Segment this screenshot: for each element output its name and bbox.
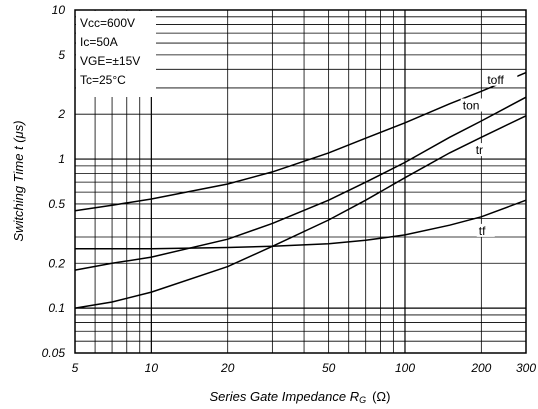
x-axis-title-unit: (Ω)	[372, 389, 390, 404]
x-tick-label: 20	[220, 361, 235, 375]
series-label-bg-tf	[476, 223, 495, 237]
y-tick-label: 0.1	[48, 301, 65, 315]
series-label-tf: tf	[479, 224, 486, 238]
y-tick-label: 2	[57, 107, 65, 121]
series-label-bg-tr	[473, 143, 492, 157]
series-label-bg-ton	[460, 98, 486, 112]
condition-line: Tc=25°C	[80, 73, 126, 87]
conditions-background	[76, 11, 156, 97]
y-tick-label: 10	[52, 3, 66, 17]
y-tick-label: 0.05	[42, 346, 66, 360]
plot-frame	[74, 9, 527, 354]
condition-line: Ic=50A	[80, 35, 118, 49]
series-line-tr	[74, 115, 527, 309]
grid	[75, 10, 526, 353]
x-axis-title: Series Gate Impedance RG (Ω)	[210, 389, 391, 405]
series-line-ton	[74, 96, 527, 271]
y-axis-title: Switching Time t (μs)	[11, 120, 26, 241]
x-tick-label: 10	[145, 361, 159, 375]
x-tick-label: 5	[72, 361, 79, 375]
condition-line: Vcc=600V	[80, 16, 135, 30]
y-tick-label: 5	[58, 48, 65, 62]
series-line-toff	[74, 71, 527, 212]
y-tick-label: 0.5	[48, 197, 65, 211]
x-tick-labels: 5 10 20 50 100 200 300	[72, 361, 537, 375]
condition-line: VGE=±15V	[80, 54, 140, 68]
series-lines	[74, 71, 527, 309]
x-axis-title-main: Series Gate Impedance R	[210, 389, 360, 404]
conditions-box: Vcc=600V Ic=50A VGE=±15V Tc=25°C	[76, 11, 156, 97]
x-axis-title-sub: G	[359, 395, 366, 405]
y-tick-label: 1	[58, 152, 65, 166]
y-tick-label: 0.2	[48, 256, 65, 270]
x-tick-label: 50	[322, 361, 336, 375]
series-label-bg-toff	[485, 72, 518, 86]
y-tick-labels: 0.05 0.1 0.2 0.5 1 2 5 10	[42, 3, 66, 360]
series-label-tr: tr	[476, 143, 483, 157]
x-tick-label: 200	[470, 361, 491, 375]
x-tick-label: 100	[395, 361, 415, 375]
series-label-toff: toff	[487, 73, 504, 87]
series-line-tf	[75, 199, 527, 250]
x-tick-label: 300	[516, 361, 536, 375]
series-label-ton: ton	[463, 99, 480, 113]
